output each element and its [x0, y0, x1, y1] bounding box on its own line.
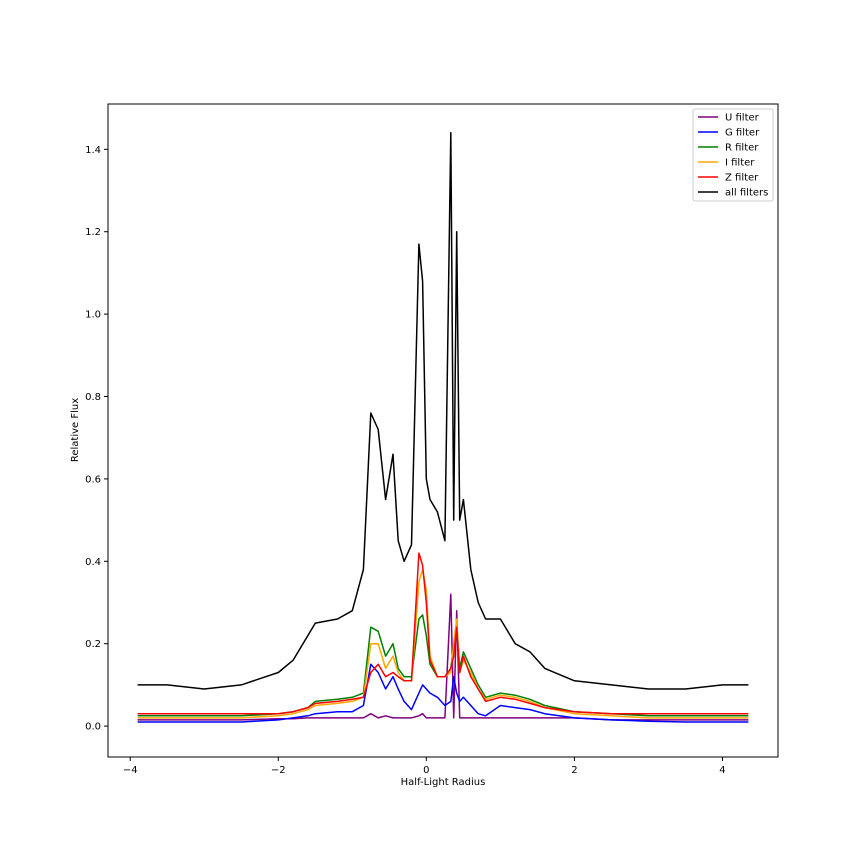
series-line-r-filter	[137, 614, 749, 717]
plot-area	[107, 103, 779, 758]
x-tick-label: 0	[423, 765, 429, 776]
x-tick-label: 4	[719, 765, 725, 776]
x-axis: −4 −2 0 2 4	[123, 757, 726, 776]
x-tick-label: 2	[571, 765, 577, 776]
legend: U filter G filter R filter I filter Z filter…	[692, 108, 774, 202]
y-tick-label: 1.0	[85, 310, 101, 321]
x-tick-label: −4	[123, 765, 138, 776]
series-line-g-filter	[137, 663, 749, 723]
legend-label: I filter	[725, 158, 755, 169]
series-line-z-filter	[137, 552, 749, 715]
x-axis-label: Half-Light Radius	[401, 777, 486, 788]
y-tick-label: 0.8	[85, 392, 101, 403]
y-tick-label: 0.6	[85, 474, 101, 485]
y-tick-label: 1.4	[85, 145, 101, 156]
y-tick-label: 0.0	[85, 722, 101, 733]
axes-frame	[107, 103, 779, 758]
y-tick-label: 0.4	[85, 557, 101, 568]
y-tick-label: 0.2	[85, 639, 101, 650]
y-axis: 0.0 0.2 0.4 0.6 0.8 1.0 1.2 1.4	[85, 145, 108, 733]
legend-label: G filter	[725, 128, 760, 139]
series-line-u-filter	[137, 593, 749, 721]
legend-label: R filter	[725, 143, 759, 154]
series-layer	[137, 132, 749, 723]
legend-label: Z filter	[725, 173, 759, 184]
legend-label: U filter	[725, 113, 760, 124]
legend-label: all filters	[725, 188, 768, 199]
y-axis-label: Relative Flux	[70, 398, 81, 462]
series-line-all-filters	[137, 132, 749, 690]
y-tick-label: 1.2	[85, 227, 101, 238]
x-tick-label: −2	[271, 765, 286, 776]
axes-background	[108, 104, 778, 757]
